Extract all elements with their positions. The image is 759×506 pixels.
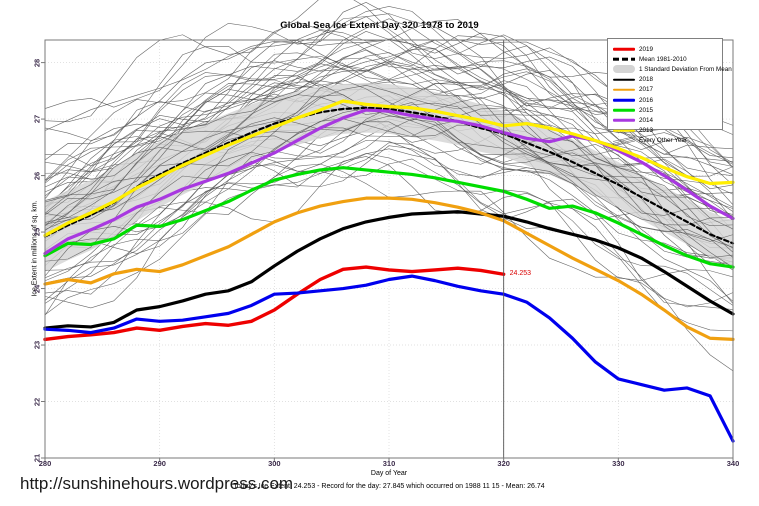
series-line-2018 xyxy=(43,210,735,330)
chart-caption: Today's Ice Extent: 24.253 - Record for … xyxy=(233,483,545,490)
y-tick-label: 24 xyxy=(32,284,42,293)
x-tick-label: 300 xyxy=(268,459,281,468)
x-tick-label: 330 xyxy=(612,459,625,468)
y-tick-label: 26 xyxy=(32,171,42,180)
y-tick-label: 21 xyxy=(32,453,42,463)
y-tick-label: 27 xyxy=(32,114,42,124)
legend-item-1-standard-deviation-from-mean[interactable]: 1 Standard Deviation From Mean xyxy=(613,64,732,74)
chart-title: Global Sea Ice Extent Day 320 1978 to 20… xyxy=(280,20,479,31)
series-line-2013 xyxy=(43,99,735,238)
legend-label: 2019 xyxy=(639,45,654,53)
x-tick-label: 290 xyxy=(153,459,166,468)
series-line-2015 xyxy=(43,166,735,269)
legend-label: Mean 1981-2010 xyxy=(639,55,687,63)
legend-swatch-icon xyxy=(613,44,635,54)
y-axis-title: Ice Extent in millions of sq. km. xyxy=(31,200,39,297)
legend-item-2013[interactable]: 2013 xyxy=(613,126,718,136)
legend-item-2014[interactable]: 2014 xyxy=(613,115,718,125)
legend-swatch-icon xyxy=(613,85,635,95)
legend-item-2016[interactable]: 2016 xyxy=(613,95,718,105)
legend-label: 2018 xyxy=(639,76,654,84)
x-tick-label: 310 xyxy=(382,459,396,468)
legend-item-2018[interactable]: 2018 xyxy=(613,75,718,85)
series-line-2016 xyxy=(43,274,735,443)
y-tick-label: 25 xyxy=(32,227,42,237)
legend-swatch-icon xyxy=(613,115,635,125)
x-tick-label: 340 xyxy=(726,459,740,468)
legend-item-mean-1981-2010[interactable]: Mean 1981-2010 xyxy=(613,54,718,64)
legend-label: 2013 xyxy=(639,127,654,135)
legend-swatch-icon xyxy=(613,95,635,105)
legend-label: 1 Standard Deviation From Mean xyxy=(639,65,732,73)
x-tick-label: 280 xyxy=(38,459,52,468)
site-watermark: http://sunshinehours.wordpress.com xyxy=(20,474,294,493)
legend-label: 2014 xyxy=(639,116,654,124)
legend-swatch-icon xyxy=(613,126,635,136)
y-tick-label: 23 xyxy=(32,340,42,350)
legend-swatch-icon xyxy=(613,75,635,85)
legend-swatch-icon xyxy=(613,64,635,74)
legend-item-2019[interactable]: 2019 xyxy=(613,44,718,54)
y-tick-label: 22 xyxy=(32,397,42,406)
series-line-mean-1981-2010 xyxy=(43,106,735,245)
series-line-2017 xyxy=(43,196,735,341)
legend-label: 2016 xyxy=(639,96,654,104)
x-tick-label: 320 xyxy=(497,459,510,468)
legend-item-every-other-year[interactable]: Every Other Year xyxy=(613,136,718,146)
legend-item-2017[interactable]: 2017 xyxy=(613,85,718,95)
legend-label: 2015 xyxy=(639,106,654,114)
y-tick-label: 28 xyxy=(32,58,42,67)
series-line-2019 xyxy=(43,265,506,342)
series-line-2014 xyxy=(43,108,735,256)
legend-swatch-icon xyxy=(613,54,635,64)
legend-label: 2017 xyxy=(639,86,654,94)
annotation-today-value: 24.253 xyxy=(509,270,532,278)
legend-item-2015[interactable]: 2015 xyxy=(613,105,718,115)
x-axis-title: Day of Year xyxy=(370,470,408,477)
legend-swatch-icon xyxy=(613,136,635,146)
chart-legend: 2019 Mean 1981-2010 1 Standard Deviation F… xyxy=(607,38,732,146)
legend-swatch-icon xyxy=(613,105,635,115)
legend-label: Every Other Year xyxy=(639,137,687,145)
